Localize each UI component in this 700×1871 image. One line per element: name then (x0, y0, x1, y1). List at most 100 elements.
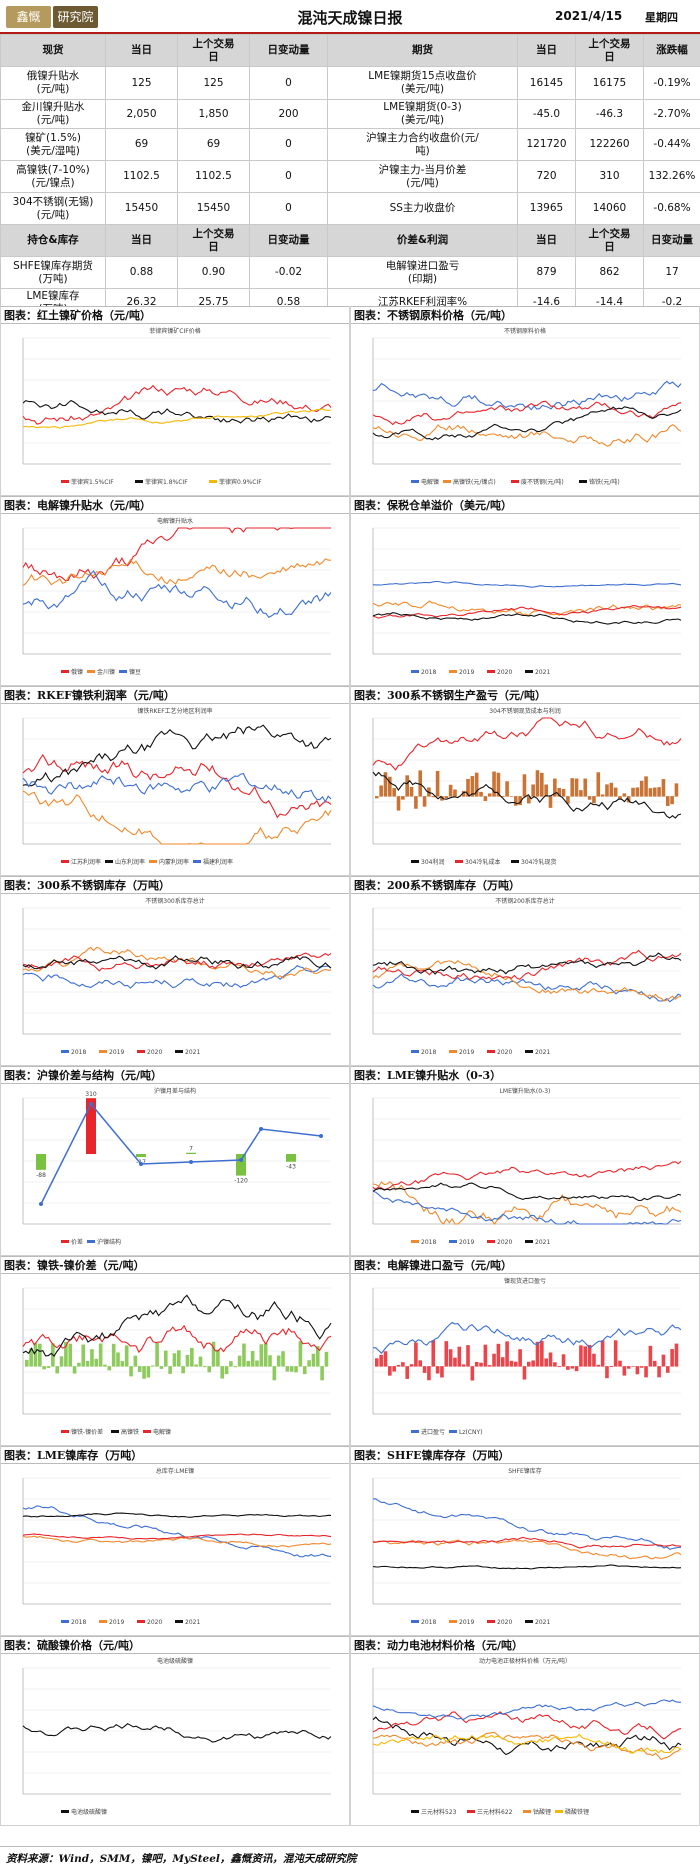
change-value: 17 (643, 256, 700, 289)
chart-panel: 图表：200系不锈钢库存（万吨） 不锈钢200系库存总计 2018 2019 2020 2… (350, 876, 700, 1066)
data-bar (311, 1353, 316, 1367)
data-bar (431, 796, 436, 798)
chart-panel: 图表：300系不锈钢库存（万吨） 不锈钢300系库存总计 2018 2019 2020 2… (0, 876, 350, 1066)
legend-label: 菲律宾1.5%CIF (71, 478, 114, 486)
data-bar (375, 796, 379, 799)
data-bar (207, 1366, 211, 1373)
prev-value: 122260 (575, 128, 644, 161)
data-bar (409, 786, 414, 797)
legend-swatch (411, 860, 419, 863)
legend-swatch (105, 860, 113, 863)
data-bar (29, 1348, 33, 1367)
data-bar (94, 1358, 99, 1367)
table-header-cell: 期货 (327, 34, 518, 67)
legend-swatch (411, 480, 419, 483)
series-line (372, 973, 682, 1003)
structure-point (259, 1127, 263, 1131)
table-row: 金川镍升贴水 (元/吨) 2,050 1,850 200 LME镍期货(0-3) (美元/吨… (0, 99, 700, 129)
data-bar (159, 1366, 164, 1369)
legend-label: 2019 (109, 1619, 124, 1626)
legend-label: 2021 (535, 669, 550, 676)
data-bar (587, 796, 592, 800)
data-bar (487, 793, 492, 797)
chart-panel: 图表：电解镍升贴水（元/吨） 电解镍升贴水 俄镍 金川镍 镍豆 (0, 496, 350, 686)
chart-panel-title: 图表：硫酸镍价格（元/吨） (1, 1636, 349, 1654)
data-bar (466, 778, 470, 797)
legend-swatch (143, 1430, 151, 1433)
change-value: 0 (249, 160, 328, 193)
table-header-cell: 当日 (105, 224, 178, 257)
data-bar (652, 1360, 657, 1367)
series-line (22, 753, 332, 819)
change-value: -0.02 (249, 256, 328, 289)
series-line (372, 1190, 682, 1225)
legend-label: 304冷轧成本 (465, 858, 500, 866)
logo-left: 鑫慨 (6, 6, 51, 28)
data-bar (557, 787, 561, 797)
table-row: SHFE镍库存期货 (万吨) 0.88 0.90 -0.02 电解镍进口盈亏 (印期) 879… (0, 256, 700, 289)
today-value: -45.0 (517, 99, 576, 129)
prev-value: 310 (575, 160, 644, 193)
series-line (22, 1294, 332, 1357)
chart-canvas: 动力电池正极材料价格（万元/吨） 三元材料523 三元材料622 钴酸锂 磷酸铁锂 (372, 1657, 682, 1816)
row-label: 电解镍进口盈亏 (印期) (327, 256, 518, 289)
legend-swatch (87, 1240, 95, 1243)
spread-bar (236, 1154, 246, 1176)
chart-panel-title: 图表：LME镍升贴水（0-3） (351, 1066, 699, 1084)
chart-canvas: SHFE镍库存 2018 2019 2020 2021 (372, 1467, 682, 1626)
chart-panel: 图表：动力电池材料价格（元/吨） 动力电池正极材料价格（万元/吨） 三元材料523 三… (350, 1636, 700, 1826)
data-bar (579, 1345, 583, 1367)
data-bar (216, 1349, 220, 1367)
data-bar (626, 1366, 631, 1369)
chart-title: 不锈钢300系库存总计 (145, 897, 204, 905)
data-bar (470, 1366, 475, 1381)
legend-swatch (99, 1050, 107, 1053)
legend-swatch (135, 480, 143, 483)
data-bar (635, 1366, 640, 1375)
data-bar (618, 1360, 622, 1367)
data-bar (155, 1343, 159, 1367)
data-bar (163, 1350, 168, 1367)
series-line (372, 580, 682, 588)
chart-canvas: LME镍升贴水(0-3) 2018 2019 2020 2021 (372, 1087, 682, 1246)
change-value: -0.68% (643, 192, 700, 225)
legend-label: 2020 (497, 1239, 512, 1246)
series-line (372, 1160, 682, 1191)
series-line (22, 1533, 332, 1540)
change-value: 132.26% (643, 160, 700, 193)
series-line (372, 1716, 682, 1756)
data-bar (496, 1343, 501, 1367)
structure-point (89, 1102, 93, 1106)
table-header-cell: 上个交易日 (575, 34, 644, 67)
change-value: -0.44% (643, 128, 700, 161)
series-line (22, 1324, 332, 1354)
data-bar (124, 1345, 129, 1367)
legend-label: 2020 (147, 1619, 162, 1626)
legend-label: 2018 (421, 1049, 436, 1056)
data-bar (435, 1366, 440, 1374)
data-bar (665, 1366, 670, 1373)
legend-swatch (61, 1430, 69, 1433)
chart-panel: 图表：LME镍升贴水（0-3） LME镍升贴水(0-3) 2018 2019 2020 2… (350, 1066, 700, 1256)
row-label: LME镍期货15点收盘价 (美元/吨) (327, 66, 518, 100)
legend-swatch (555, 1810, 563, 1813)
data-bar (535, 1341, 540, 1367)
data-bar (90, 1349, 94, 1367)
legend-label: 电解镍 (421, 478, 439, 486)
data-bar (255, 1360, 259, 1367)
legend-swatch (193, 860, 201, 863)
data-bar (268, 1355, 272, 1367)
legend-label: 钴酸锂 (533, 1808, 551, 1816)
chart-canvas: 总库存:LME镍 2018 2019 2020 2021 (22, 1467, 332, 1626)
data-bar (453, 1357, 457, 1367)
spread-bar (36, 1154, 46, 1170)
data-bar (405, 1366, 409, 1379)
data-bar (592, 796, 596, 804)
legend-swatch (579, 480, 587, 483)
spread-bar (286, 1154, 296, 1162)
data-bar (461, 790, 466, 797)
legend-swatch (61, 1240, 69, 1243)
table-header-cell: 上个交易日 (575, 224, 644, 257)
